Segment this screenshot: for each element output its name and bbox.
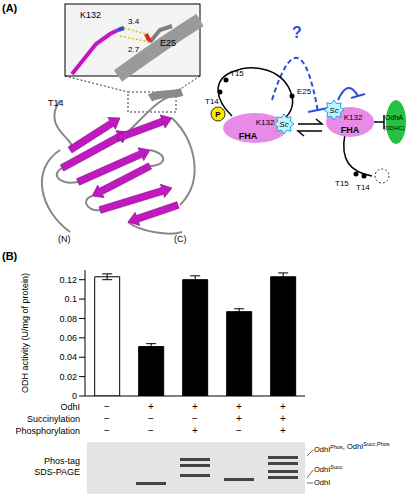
svg-text:ODH activity (U/mg of protein): ODH activity (U/mg of protein) bbox=[20, 273, 30, 393]
html-text:OdhI: OdhI bbox=[60, 402, 80, 412]
svg-text:(C): (C) bbox=[174, 234, 187, 244]
svg-text:P: P bbox=[215, 110, 221, 119]
svg-text:K132: K132 bbox=[80, 10, 101, 20]
svg-text:OdhA: OdhA bbox=[385, 114, 398, 121]
svg-text:Phos-tagSDS-PAGE: Phos-tagSDS-PAGE bbox=[34, 456, 80, 477]
svg-text:T14: T14 bbox=[48, 98, 64, 108]
svg-text:0: 0 bbox=[72, 391, 77, 401]
svg-text:0.08: 0.08 bbox=[59, 314, 77, 324]
html-text:Succinylation: Succinylation bbox=[27, 414, 80, 424]
svg-text:FHA: FHA bbox=[239, 131, 258, 141]
svg-text:0.02: 0.02 bbox=[59, 372, 77, 382]
svg-text:T14: T14 bbox=[356, 183, 370, 192]
svg-text:Sc: Sc bbox=[329, 106, 338, 115]
svg-text:0.04: 0.04 bbox=[59, 352, 77, 362]
svg-text:K132: K132 bbox=[256, 118, 275, 127]
svg-text:(A): (A) bbox=[8, 2, 18, 14]
svg-text:T14: T14 bbox=[205, 97, 219, 106]
svg-text:E25: E25 bbox=[160, 38, 176, 48]
svg-text:T15: T15 bbox=[335, 179, 349, 188]
html-text:Phosphorylation: Phosphorylation bbox=[15, 426, 80, 436]
svg-text:OdhIPhos, OdhISucc,Phos: OdhIPhos, OdhISucc,Phos bbox=[314, 441, 390, 454]
svg-text:(ODHC): (ODHC) bbox=[383, 125, 398, 131]
svg-text:T15: T15 bbox=[230, 69, 244, 78]
svg-text:E25: E25 bbox=[297, 87, 312, 96]
svg-text:0.12: 0.12 bbox=[59, 275, 77, 285]
svg-text:(N): (N) bbox=[58, 234, 71, 244]
svg-text:Sc: Sc bbox=[279, 120, 288, 129]
svg-text:0.06: 0.06 bbox=[59, 333, 77, 343]
svg-text:2.7: 2.7 bbox=[128, 45, 140, 54]
html-text:(B): (B) bbox=[2, 250, 18, 262]
svg-text:3.4: 3.4 bbox=[128, 17, 140, 26]
svg-text:OdhI: OdhI bbox=[314, 478, 330, 487]
svg-text:FHA: FHA bbox=[341, 125, 360, 135]
svg-text:OdhISucc: OdhISucc bbox=[314, 464, 343, 474]
svg-text:?: ? bbox=[292, 24, 302, 41]
svg-text:0.1: 0.1 bbox=[64, 294, 77, 304]
svg-text:K132: K132 bbox=[344, 113, 363, 122]
